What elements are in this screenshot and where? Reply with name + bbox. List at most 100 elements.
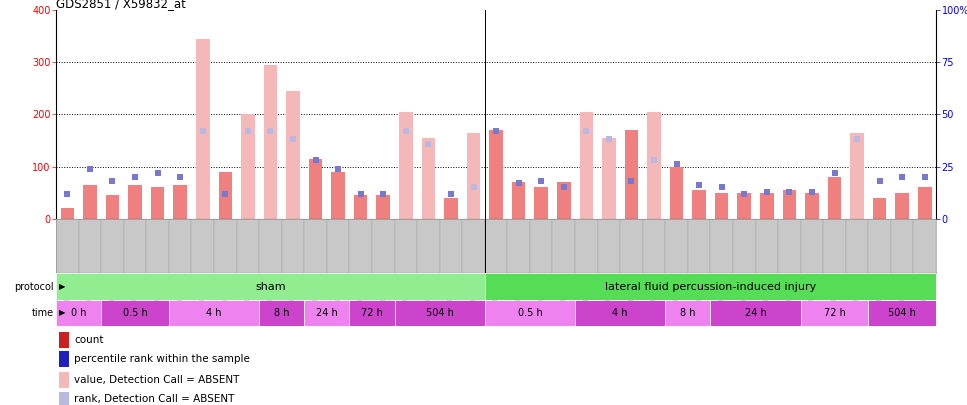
Bar [169, 219, 191, 273]
Bar [760, 193, 774, 219]
Text: 4 h: 4 h [206, 308, 221, 318]
Bar [327, 219, 349, 273]
Text: protocol: protocol [15, 281, 54, 292]
Text: 72 h: 72 h [824, 308, 845, 318]
Bar [105, 195, 119, 219]
Bar [61, 208, 74, 219]
Bar [259, 219, 281, 273]
Bar [489, 130, 503, 219]
Bar [444, 198, 457, 219]
Bar [349, 219, 372, 273]
Bar [219, 172, 232, 219]
Bar [83, 185, 97, 219]
Bar [484, 273, 936, 300]
Bar [643, 219, 665, 273]
Bar [918, 188, 931, 219]
Bar [169, 300, 259, 326]
Bar [196, 39, 210, 219]
Text: 0.5 h: 0.5 h [123, 308, 147, 318]
Bar [59, 351, 70, 367]
Bar [129, 185, 142, 219]
Bar [286, 91, 300, 219]
Text: 504 h: 504 h [425, 308, 454, 318]
Bar [354, 195, 367, 219]
Bar [782, 190, 796, 219]
Bar [124, 219, 146, 273]
Bar [422, 138, 435, 219]
Bar [151, 188, 164, 219]
Bar [530, 219, 552, 273]
Bar [778, 219, 801, 273]
Bar [715, 193, 728, 219]
Bar [512, 182, 525, 219]
Bar [399, 112, 413, 219]
Bar [552, 219, 575, 273]
Bar [56, 273, 484, 300]
Bar [755, 219, 778, 273]
Bar [349, 300, 395, 326]
Bar [56, 300, 102, 326]
Bar [625, 130, 638, 219]
Bar [191, 219, 214, 273]
Bar [395, 300, 484, 326]
Bar [59, 333, 70, 348]
Text: ▶: ▶ [59, 282, 66, 291]
Bar [620, 219, 643, 273]
Bar [801, 300, 868, 326]
Bar [78, 219, 102, 273]
Text: 8 h: 8 h [274, 308, 289, 318]
Bar [59, 392, 70, 405]
Bar [579, 112, 593, 219]
Text: 72 h: 72 h [361, 308, 383, 318]
Bar [467, 133, 481, 219]
Bar [873, 198, 887, 219]
Text: 8 h: 8 h [680, 308, 695, 318]
Bar [59, 372, 70, 388]
Bar [56, 219, 78, 273]
Bar [376, 195, 390, 219]
Bar [868, 219, 891, 273]
Bar [895, 193, 909, 219]
Bar [508, 219, 530, 273]
Bar [214, 219, 237, 273]
Text: count: count [74, 335, 103, 345]
Bar [484, 219, 508, 273]
Text: 24 h: 24 h [316, 308, 337, 318]
Text: ▶: ▶ [59, 308, 66, 318]
Bar [440, 219, 462, 273]
Bar [259, 300, 305, 326]
Bar [647, 112, 660, 219]
Text: lateral fluid percussion-induced injury: lateral fluid percussion-induced injury [604, 281, 816, 292]
Text: 4 h: 4 h [612, 308, 628, 318]
Bar [484, 300, 575, 326]
Bar [692, 190, 706, 219]
Text: 504 h: 504 h [889, 308, 916, 318]
Text: GDS2851 / X59832_at: GDS2851 / X59832_at [56, 0, 186, 10]
Bar [665, 300, 711, 326]
Text: value, Detection Call = ABSENT: value, Detection Call = ABSENT [74, 375, 240, 385]
Bar [281, 219, 305, 273]
Text: 24 h: 24 h [745, 308, 767, 318]
Bar [575, 300, 665, 326]
Bar [801, 219, 823, 273]
Bar [733, 219, 755, 273]
Bar [598, 219, 620, 273]
Bar [417, 219, 440, 273]
Bar [173, 185, 187, 219]
Bar [102, 300, 169, 326]
Bar [146, 219, 169, 273]
Bar [395, 219, 417, 273]
Bar [850, 133, 864, 219]
Text: rank, Detection Call = ABSENT: rank, Detection Call = ABSENT [74, 394, 234, 405]
Bar [602, 138, 616, 219]
Text: 0.5 h: 0.5 h [517, 308, 542, 318]
Bar [711, 219, 733, 273]
Bar [868, 300, 936, 326]
Text: sham: sham [255, 281, 286, 292]
Bar [688, 219, 711, 273]
Bar [806, 193, 819, 219]
Bar [308, 159, 322, 219]
Bar [535, 188, 548, 219]
Bar [665, 219, 688, 273]
Bar [891, 219, 914, 273]
